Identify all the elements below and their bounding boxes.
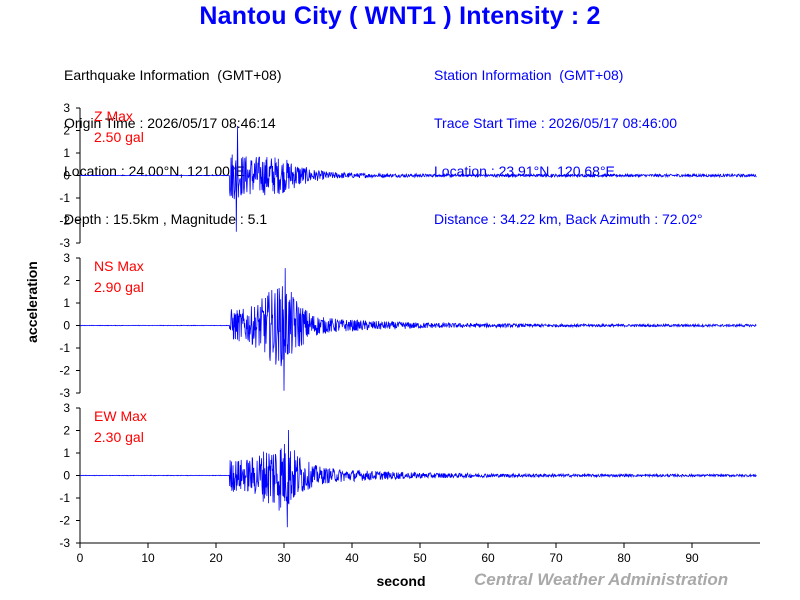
earthquake-info: Earthquake Information (GMT+08) Origin T… <box>64 35 282 243</box>
x-tick-label: 10 <box>141 551 155 565</box>
y-tick-label-ns: 0 <box>63 319 70 333</box>
waveform-trace-ew <box>79 429 757 528</box>
y-tick-label-ew: -3 <box>59 536 70 550</box>
x-tick-label: 20 <box>209 551 223 565</box>
y-tick-label-ns: -3 <box>59 386 70 400</box>
max-value-z: 2.50 gal <box>94 129 144 145</box>
y-tick-label-ew: -2 <box>59 514 70 528</box>
y-tick-label-z: -3 <box>59 236 70 250</box>
y-tick-label-ew: -1 <box>59 491 70 505</box>
origin-time: Origin Time : 2026/05/17 08:46:14 <box>64 115 276 131</box>
waveform-trace-z <box>79 125 757 232</box>
y-tick-label-ns: -2 <box>59 364 70 378</box>
station-info-header: Station Information (GMT+08) <box>434 67 624 83</box>
max-value-ns: 2.90 gal <box>94 279 144 295</box>
y-tick-label-z: 0 <box>63 169 70 183</box>
credit-text: Central Weather Administration <box>474 570 729 589</box>
depth-magnitude: Depth : 15.5km , Magnitude : 5.1 <box>64 211 268 227</box>
y-tick-label-ns: 1 <box>63 296 70 310</box>
y-tick-label-z: -1 <box>59 191 70 205</box>
y-tick-label-z: 2 <box>63 124 70 138</box>
y-tick-label-ns: -1 <box>59 341 70 355</box>
earthquake-info-header: Earthquake Information (GMT+08) <box>64 67 282 83</box>
x-tick-label: 90 <box>685 551 699 565</box>
y-tick-label-z: 1 <box>63 146 70 160</box>
max-value-ew: 2.30 gal <box>94 429 144 445</box>
x-tick-label: 0 <box>77 551 84 565</box>
x-tick-label: 40 <box>345 551 359 565</box>
max-label-ns: NS Max <box>94 258 144 274</box>
y-axis-label: acceleration <box>24 261 40 343</box>
y-tick-label-ew: 3 <box>63 401 70 415</box>
x-tick-label: 80 <box>617 551 631 565</box>
y-tick-label-ew: 0 <box>63 469 70 483</box>
chart-title: Nantou City ( WNT1 ) Intensity : 2 <box>199 2 601 30</box>
max-label-z: Z Max <box>94 108 133 124</box>
y-tick-label-ns: 2 <box>63 274 70 288</box>
distance-azimuth: Distance : 34.22 km, Back Azimuth : 72.0… <box>434 211 703 227</box>
y-tick-label-z: 3 <box>63 101 70 115</box>
y-tick-label-ew: 1 <box>63 446 70 460</box>
max-label-ew: EW Max <box>94 408 147 424</box>
x-tick-label: 70 <box>549 551 563 565</box>
y-tick-label-z: -2 <box>59 214 70 228</box>
trace-start-time: Trace Start Time : 2026/05/17 08:46:00 <box>434 115 678 131</box>
x-axis-label: second <box>376 573 425 589</box>
x-tick-label: 50 <box>413 551 427 565</box>
x-tick-label: 60 <box>481 551 495 565</box>
y-tick-label-ew: 2 <box>63 424 70 438</box>
x-tick-label: 30 <box>277 551 291 565</box>
y-tick-label-ns: 3 <box>63 251 70 265</box>
waveform-trace-ns <box>79 268 757 391</box>
